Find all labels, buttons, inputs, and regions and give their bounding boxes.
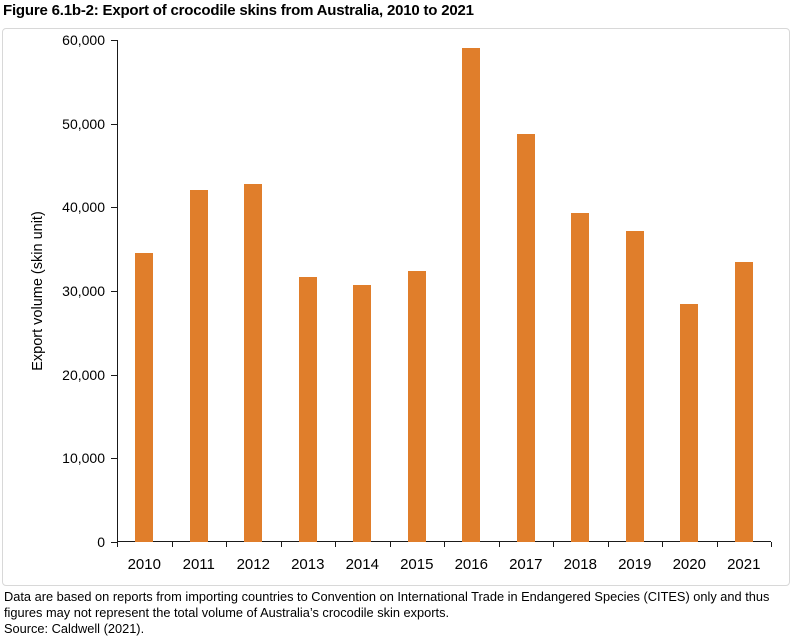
bar-2017: [516, 133, 535, 542]
bar-2013: [298, 276, 317, 542]
x-tick-mark: [716, 542, 718, 547]
chart-border-box: [2, 28, 790, 586]
y-tick-label: 10,000: [62, 450, 105, 467]
x-tick-mark: [444, 542, 445, 547]
plot-area: [117, 40, 771, 542]
footnote-line-2: figures may not represent the total volu…: [4, 605, 450, 620]
x-tick-mark: [117, 542, 118, 547]
y-tick-label: 50,000: [62, 115, 105, 132]
y-tick-mark: [111, 291, 117, 292]
x-tick-label-2021: 2021: [727, 556, 761, 573]
y-tick-mark: [111, 374, 117, 376]
y-tick-label: 60,000: [62, 32, 105, 48]
x-tick-label-2010: 2010: [127, 556, 161, 573]
x-axis-line: [117, 541, 771, 543]
x-tick-label-2012: 2012: [236, 556, 270, 573]
bar-2021: [734, 261, 753, 542]
y-tick-label: 40,000: [62, 199, 105, 216]
y-tick-label: 20,000: [62, 366, 105, 383]
x-tick-mark: [171, 542, 173, 547]
x-tick-mark: [771, 542, 772, 547]
x-tick-mark: [280, 542, 282, 547]
x-tick-label-2011: 2011: [182, 556, 215, 573]
footnote-line-1: Data are based on reports from importing…: [4, 589, 770, 604]
y-tick-label: 0: [97, 534, 105, 550]
x-tick-label-2013: 2013: [291, 556, 325, 573]
x-tick-label-2015: 2015: [400, 556, 434, 573]
bar-2018: [571, 213, 590, 542]
bar-2011: [189, 189, 208, 542]
y-tick-mark: [111, 458, 117, 460]
x-tick-label-2016: 2016: [454, 556, 488, 573]
x-tick-mark: [607, 542, 609, 547]
x-tick-mark: [662, 542, 663, 547]
y-tick-mark: [111, 40, 117, 41]
x-tick-mark: [553, 542, 554, 547]
bar-2015: [407, 270, 426, 542]
y-tick-mark: [111, 542, 117, 543]
y-axis-line: [117, 40, 118, 542]
x-tick-label-2020: 2020: [672, 556, 706, 573]
bar-2014: [353, 285, 372, 542]
bar-2016: [462, 48, 481, 542]
x-tick-mark: [498, 542, 500, 547]
bar-2010: [135, 253, 154, 542]
y-tick-mark: [111, 207, 117, 209]
x-tick-label-2018: 2018: [563, 556, 597, 573]
x-tick-mark: [226, 542, 227, 547]
figure-title: Figure 6.1b-2: Export of crocodile skins…: [3, 2, 474, 19]
y-tick-label: 30,000: [62, 283, 105, 299]
x-tick-label-2019: 2019: [618, 556, 652, 573]
y-tick-mark: [111, 123, 117, 125]
x-tick-mark: [335, 542, 336, 547]
x-tick-label-2017: 2017: [509, 556, 543, 573]
x-tick-label-2014: 2014: [345, 556, 379, 573]
footnote-source: Source: Caldwell (2021).: [4, 621, 145, 636]
bar-2019: [625, 230, 644, 542]
footnote: Data are based on reports from importing…: [4, 589, 769, 637]
bar-2012: [244, 183, 263, 542]
bar-2020: [680, 303, 699, 542]
x-tick-mark: [389, 542, 391, 547]
